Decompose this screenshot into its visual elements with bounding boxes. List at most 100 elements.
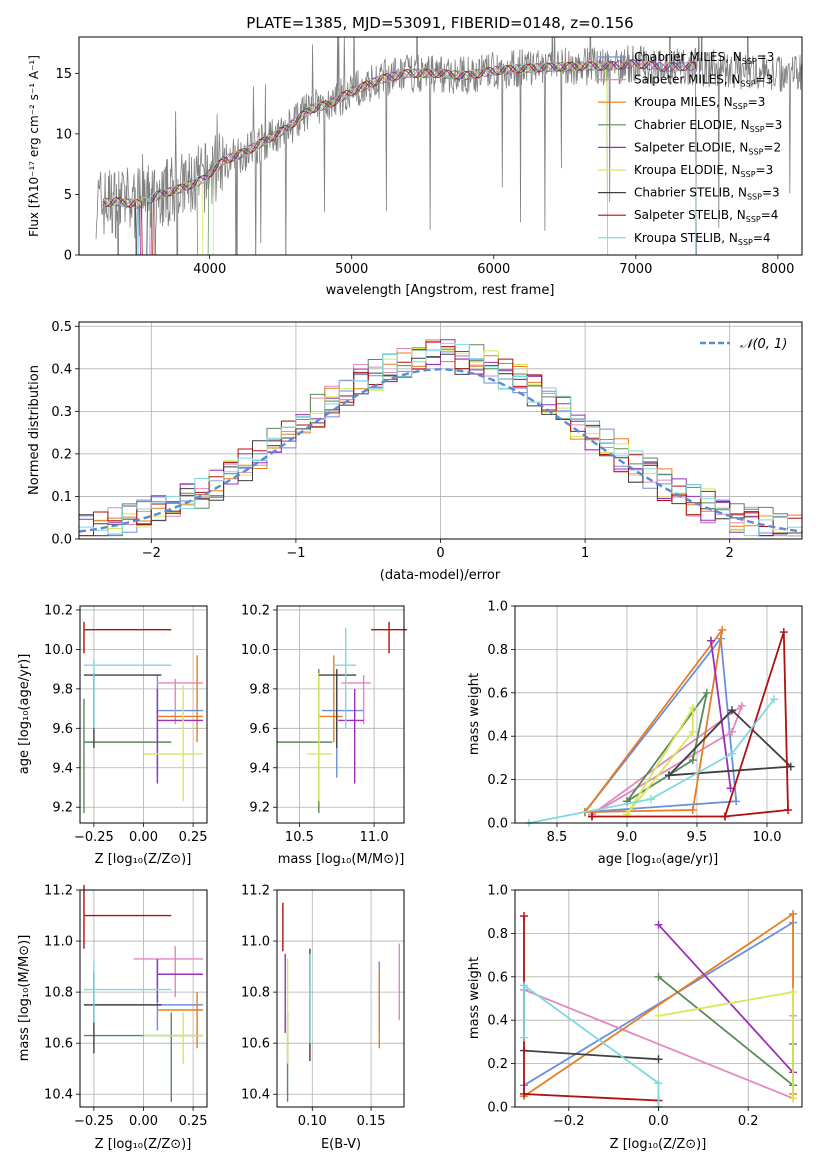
mass-weight-vs-metallicity-panel: −0.2 0.0 0.2 0.0 0.2 0.4 0.6 0.8 1.0 Z [log₁₀(Z/… bbox=[467, 884, 803, 1152]
mass-weight-line bbox=[668, 708, 793, 777]
mass-weight-marker bbox=[519, 1033, 528, 1042]
mass-weight-marker bbox=[654, 1011, 663, 1020]
spectrum-legend: Chabrier MILES, NSSP=3 Salpeter MILES, NS… bbox=[598, 50, 782, 247]
x-tick-label: 0.2 bbox=[738, 1114, 759, 1129]
x-tick-label: −0.25 bbox=[74, 1114, 114, 1129]
mass-weight-marker bbox=[688, 727, 697, 736]
y-tick-label: 0.4 bbox=[487, 730, 508, 745]
mass-weight-line bbox=[626, 704, 694, 815]
y-tick-label: 10.6 bbox=[241, 1037, 270, 1052]
mass-weight-marker bbox=[665, 771, 673, 780]
x-tick-label: 10.5 bbox=[285, 830, 314, 845]
y-tick-label: 10 bbox=[55, 127, 72, 142]
model-spectrum-line bbox=[103, 59, 697, 255]
mass-weight-marker bbox=[654, 1055, 663, 1064]
mass-weight-marker bbox=[728, 706, 736, 715]
model-spectrum-line bbox=[102, 61, 609, 255]
mass-weight-marker bbox=[588, 812, 596, 821]
spectrum-ylabel: Flux [fλ10⁻¹⁷ erg cm⁻² s⁻¹ A⁻¹] bbox=[27, 55, 41, 237]
y-tick-label: 9.4 bbox=[52, 761, 73, 776]
x-tick-label: 0.00 bbox=[129, 1114, 158, 1129]
mass-weight-marker bbox=[728, 727, 736, 736]
mass-weight-line bbox=[592, 631, 789, 818]
age-mass-xlabel: mass [log₁₀(M/M⊙)] bbox=[278, 852, 405, 867]
histogram-ylabel: Normed distribution bbox=[27, 365, 42, 495]
spectrum-axes-frame bbox=[78, 36, 803, 256]
mass-weight-marker bbox=[728, 749, 736, 758]
weight-z-ylabel: mass weight bbox=[467, 957, 482, 1039]
residual-histogram bbox=[79, 353, 802, 537]
mass-weight-marker bbox=[786, 762, 795, 771]
mass-weight-marker bbox=[654, 972, 663, 981]
mass-weight-marker bbox=[646, 795, 655, 804]
mass-z-ylabel: mass [log₁₀(M/M⊙)] bbox=[17, 935, 32, 1062]
mass-weight-marker bbox=[784, 805, 792, 814]
mass-weight-line bbox=[523, 1049, 659, 1061]
residual-histogram-panel: −2 −1 0 1 2 0.0 0.1 0.2 0.3 0.4 0.5 (data-model)/e… bbox=[27, 320, 803, 583]
x-tick-label: 0.25 bbox=[179, 830, 208, 845]
legend-entry: Salpeter MILES, NSSP=3 bbox=[634, 73, 773, 89]
age-mass-axes-frame bbox=[276, 605, 405, 824]
mass-weight-marker bbox=[519, 1089, 528, 1098]
model-spectrum-line bbox=[102, 59, 697, 255]
legend-entry: Chabrier MILES, NSSP=3 bbox=[634, 50, 774, 66]
y-tick-label: 9.8 bbox=[249, 682, 270, 697]
x-tick-label: −0.2 bbox=[553, 1114, 585, 1129]
y-tick-label: 0.3 bbox=[51, 405, 72, 420]
mass-weight-marker bbox=[779, 628, 788, 637]
y-tick-label: 0 bbox=[64, 249, 72, 264]
y-tick-label: 5 bbox=[64, 188, 72, 203]
legend-entry: Salpeter STELIB, NSSP=4 bbox=[634, 208, 778, 224]
mass-weight-marker bbox=[688, 703, 697, 712]
y-tick-label: 0.2 bbox=[51, 447, 72, 462]
y-tick-label: 0.2 bbox=[487, 1057, 508, 1072]
y-tick-label: 10.8 bbox=[44, 986, 73, 1001]
y-tick-label: 10.4 bbox=[241, 1088, 270, 1103]
mass-weight-line bbox=[626, 692, 708, 803]
weight-age-axes-frame bbox=[514, 605, 803, 824]
mass-ebv-axes-frame bbox=[276, 889, 405, 1108]
mass-weight-marker bbox=[737, 701, 746, 710]
mass-weight-line bbox=[528, 698, 775, 824]
x-tick-label: 10.0 bbox=[753, 830, 782, 845]
y-tick-label: 9.2 bbox=[249, 801, 270, 816]
y-tick-label: 10.6 bbox=[44, 1037, 73, 1052]
mass-weight-marker bbox=[721, 812, 729, 821]
x-tick-label: 0.00 bbox=[129, 830, 158, 845]
y-tick-label: 0.6 bbox=[487, 686, 508, 701]
model-spectrum-line bbox=[102, 61, 609, 255]
x-tick-label: 0.0 bbox=[648, 1114, 669, 1129]
y-tick-label: 0.0 bbox=[487, 1101, 508, 1116]
x-tick-label: 7000 bbox=[619, 262, 652, 277]
y-tick-label: 10.8 bbox=[241, 986, 270, 1001]
mass-weight-marker bbox=[789, 909, 798, 918]
weight-age-ylabel: mass weight bbox=[467, 673, 482, 755]
y-tick-label: 1.0 bbox=[487, 600, 508, 615]
y-tick-label: 0.5 bbox=[51, 320, 72, 335]
mass-weight-marker bbox=[654, 1079, 663, 1088]
x-tick-label: 0 bbox=[436, 546, 444, 561]
mass-weight-line bbox=[584, 636, 738, 813]
y-tick-label: 0.4 bbox=[51, 362, 72, 377]
y-tick-label: 11.2 bbox=[44, 884, 73, 899]
y-tick-label: 10.2 bbox=[44, 603, 73, 618]
x-tick-label: 0.25 bbox=[179, 1114, 208, 1129]
weight-z-xlabel: Z [log₁₀(Z/Z⊙)] bbox=[610, 1137, 707, 1152]
mass-vs-extinction-panel: 0.10 0.15 10.4 10.6 10.8 11.0 11.2 E(B-V) bbox=[241, 884, 405, 1152]
y-tick-label: 0.1 bbox=[51, 490, 72, 505]
y-tick-label: 0.2 bbox=[487, 773, 508, 788]
mass-weight-marker bbox=[702, 688, 711, 697]
y-tick-label: 10.0 bbox=[44, 643, 73, 658]
x-tick-label: 4000 bbox=[193, 262, 226, 277]
x-tick-label: 8000 bbox=[761, 262, 794, 277]
normal-reference-curve bbox=[78, 368, 803, 533]
legend-entry: Kroupa MILES, NSSP=3 bbox=[634, 95, 765, 111]
y-tick-label: 11.2 bbox=[241, 884, 270, 899]
y-tick-label: 9.6 bbox=[52, 722, 73, 737]
x-tick-label: 9.0 bbox=[617, 830, 638, 845]
mass-weight-marker bbox=[519, 981, 528, 990]
spectrum-panel: PLATE=1385, MJD=53091, FIBERID=0148, z=0… bbox=[27, 14, 803, 298]
mass-weight-marker bbox=[654, 920, 663, 929]
weight-age-xlabel: age [log₁₀(age/yr)] bbox=[598, 852, 719, 867]
